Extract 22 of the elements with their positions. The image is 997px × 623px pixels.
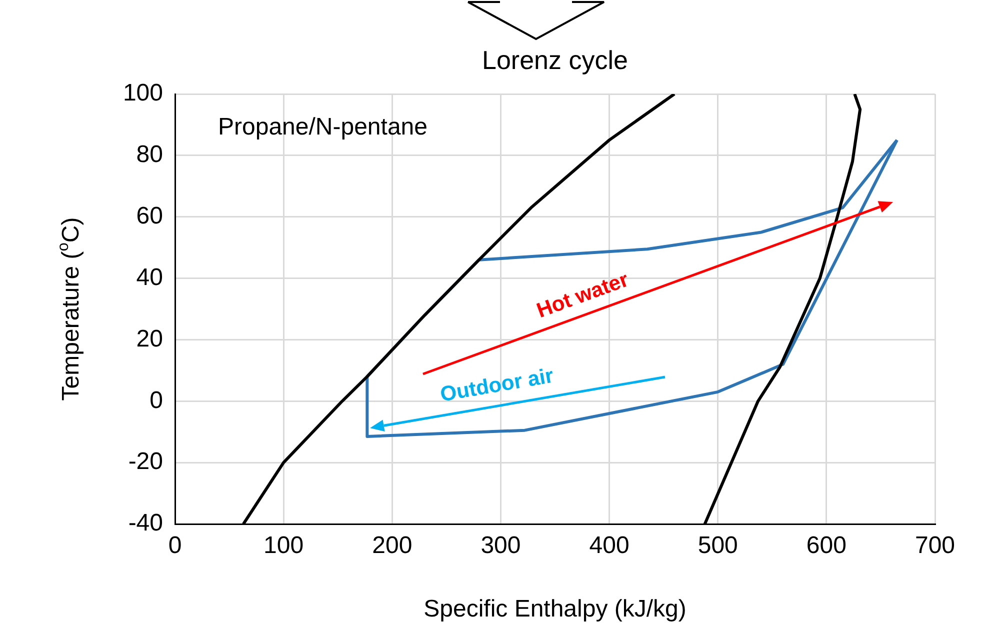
x-tick-label: 100 bbox=[264, 532, 304, 560]
x-tick-label: 300 bbox=[480, 532, 521, 560]
y-tick-label: 40 bbox=[136, 264, 163, 291]
y-tick-label: 20 bbox=[136, 325, 163, 352]
y-tick-label: 100 bbox=[122, 80, 163, 107]
annotation: Outdoor air bbox=[438, 364, 556, 406]
annotation: Propane/N-pentane bbox=[218, 114, 428, 141]
y-tick-label: 80 bbox=[136, 141, 163, 168]
x-tick-label: 700 bbox=[914, 532, 956, 560]
x-tick-label: 200 bbox=[372, 532, 412, 560]
x-tick-label: 600 bbox=[806, 532, 846, 560]
chart-title: Lorenz cycle bbox=[482, 45, 628, 76]
y-axis-title: Temperature (oC) bbox=[54, 217, 85, 401]
annotation: Hot water bbox=[534, 268, 632, 323]
y-tick-label: 60 bbox=[136, 202, 163, 230]
x-tick-label: 500 bbox=[698, 532, 738, 560]
x-tick-label: 400 bbox=[589, 532, 630, 560]
y-tick-label: -40 bbox=[128, 510, 163, 537]
x-axis-title: Specific Enthalpy (kJ/kg) bbox=[424, 596, 686, 623]
y-tick-label: -20 bbox=[128, 448, 163, 476]
x-tick-label: 0 bbox=[168, 532, 182, 560]
y-tick-label: 0 bbox=[150, 386, 163, 414]
